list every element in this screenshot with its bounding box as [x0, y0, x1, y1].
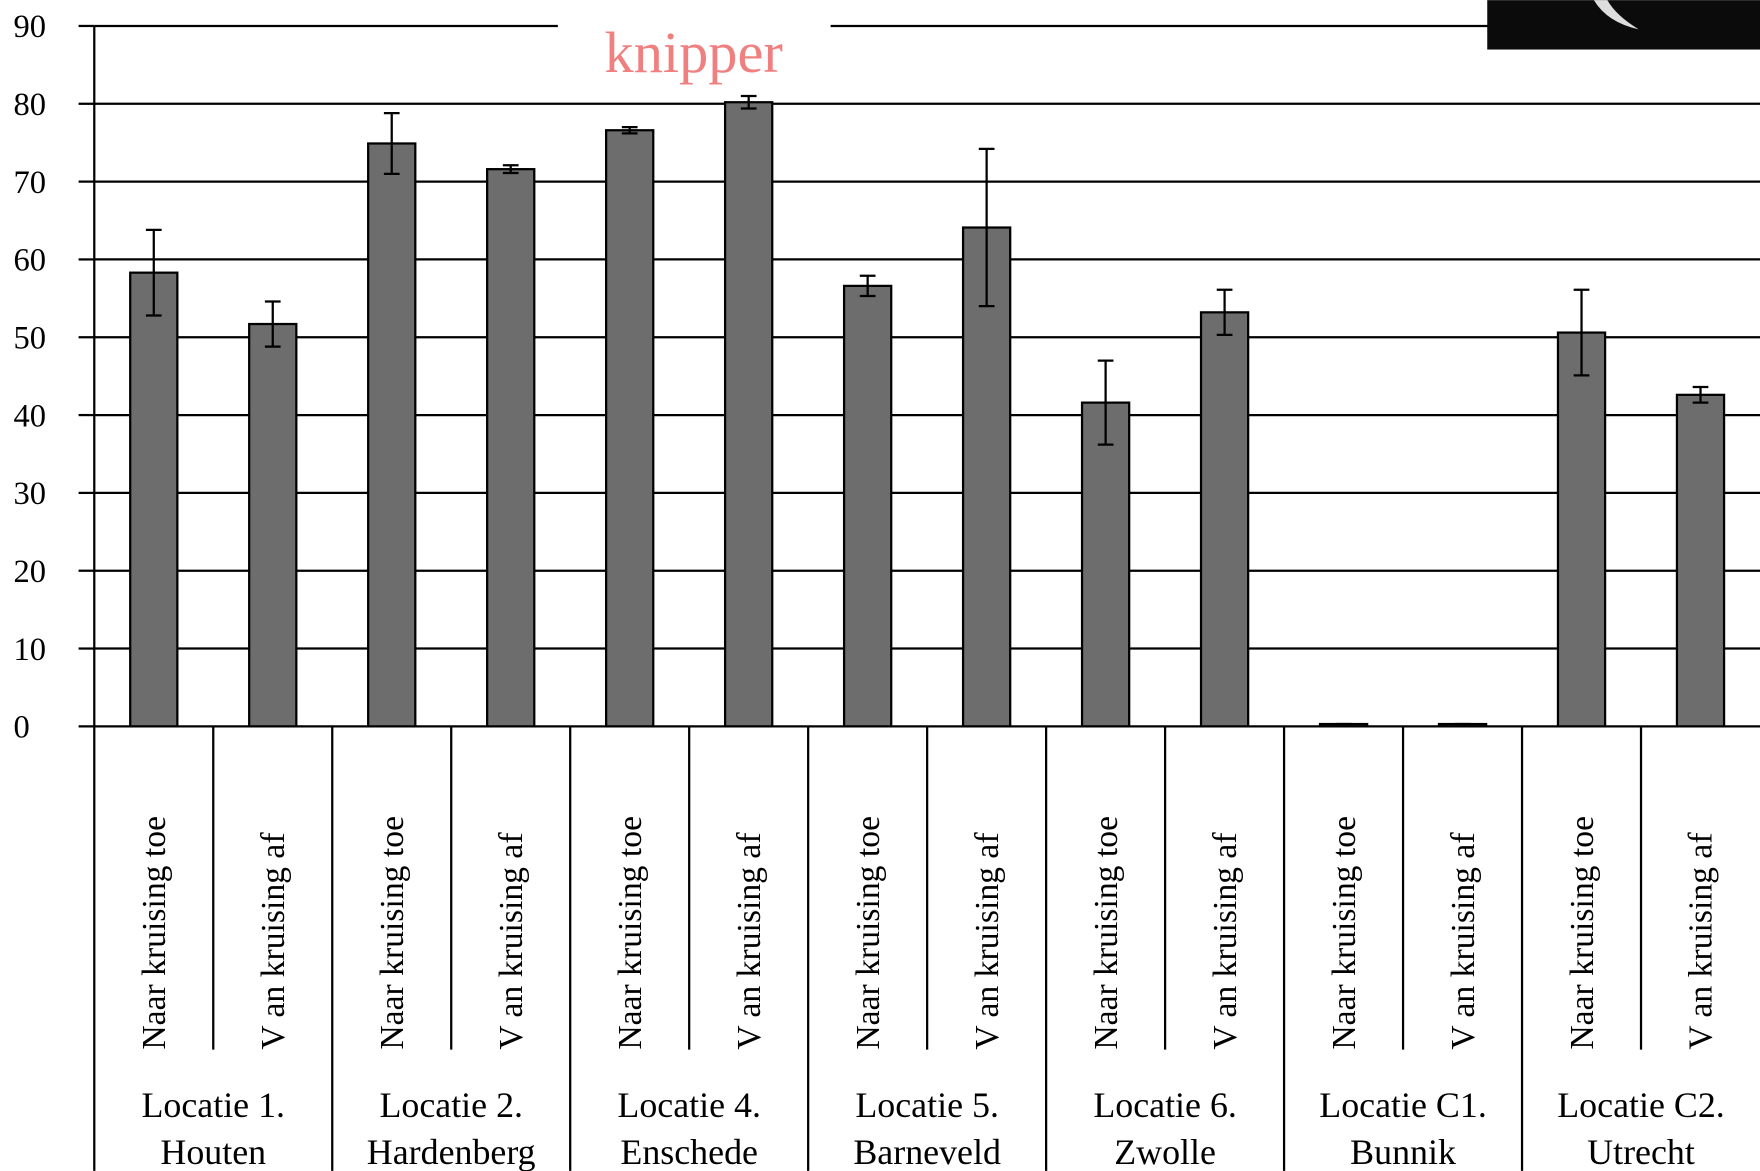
error-bar [145, 228, 162, 317]
x-tick-label: V an kruising af [1445, 832, 1482, 1050]
y-tick-label: 10 [13, 632, 46, 668]
group-label: Locatie 4. [617, 1085, 761, 1125]
error-bar [383, 111, 400, 175]
group-place: Hardenberg [367, 1132, 536, 1171]
group-place: Enschede [620, 1132, 758, 1171]
title-backdrop [557, 11, 831, 46]
bar [961, 226, 1012, 728]
group-label: Locatie 1. [141, 1085, 285, 1125]
y-tick-label: 90 [13, 9, 46, 45]
y-tick-label: 40 [13, 398, 46, 434]
x-tick-label: V an kruising af [1683, 832, 1720, 1050]
group-place: Utrecht [1587, 1132, 1695, 1171]
bar [486, 168, 536, 728]
error-bar [1097, 359, 1114, 446]
x-tick-label: V an kruising af [731, 832, 768, 1050]
bar [367, 142, 417, 728]
error-bar [859, 274, 876, 298]
error-bar [502, 164, 519, 175]
x-tick-label: V an kruising af [969, 832, 1006, 1050]
error-bar [264, 300, 281, 348]
y-tick-label: 30 [13, 476, 46, 512]
y-tick-label: 60 [13, 243, 46, 279]
group-place: Houten [160, 1132, 266, 1171]
x-tick-label: Naar kruising toe [374, 816, 411, 1050]
error-bar [740, 94, 757, 110]
error-bar [621, 126, 638, 135]
bar [842, 284, 893, 728]
group-label: Locatie C1. [1319, 1085, 1487, 1125]
y-tick-label: 80 [13, 87, 46, 123]
group-place: Zwolle [1114, 1132, 1216, 1171]
error-bar [1692, 385, 1709, 404]
bar [1675, 393, 1726, 728]
bar [1080, 401, 1131, 728]
x-tick-label: V an kruising af [1207, 832, 1244, 1050]
x-tick-label: Naar kruising toe [850, 816, 887, 1050]
group-place: Barneveld [853, 1132, 1001, 1171]
group-label: Locatie 2. [379, 1085, 523, 1125]
group-label: Locatie 5. [855, 1085, 999, 1125]
error-bar [1216, 288, 1233, 337]
x-tick-label: Naar kruising toe [1088, 816, 1125, 1050]
y-tick-label: 20 [13, 554, 46, 590]
y-tick-label: 0 [13, 710, 29, 746]
error-bar [1573, 288, 1590, 377]
y-tick-label: 70 [13, 165, 46, 201]
x-tick-label: Naar kruising toe [136, 816, 173, 1050]
bar [723, 101, 774, 728]
group-label: Locatie 6. [1093, 1085, 1237, 1125]
y-tick-label: 50 [13, 320, 46, 356]
bar [129, 271, 179, 728]
x-tick-label: Naar kruising toe [612, 816, 649, 1050]
annotation: knipper [605, 20, 783, 85]
x-tick-label: V an kruising af [493, 832, 530, 1050]
group-place: Bunnik [1350, 1132, 1456, 1171]
x-tick-label: V an kruising af [255, 832, 292, 1050]
corner-image [1487, 0, 1760, 50]
bar [605, 129, 655, 728]
bar [1199, 311, 1250, 728]
bar [248, 322, 298, 728]
error-bar [978, 147, 995, 308]
x-tick-label: Naar kruising toe [1326, 816, 1363, 1050]
x-tick-label: Naar kruising toe [1564, 816, 1601, 1050]
group-label: Locatie C2. [1557, 1085, 1725, 1125]
bar [1556, 331, 1607, 728]
